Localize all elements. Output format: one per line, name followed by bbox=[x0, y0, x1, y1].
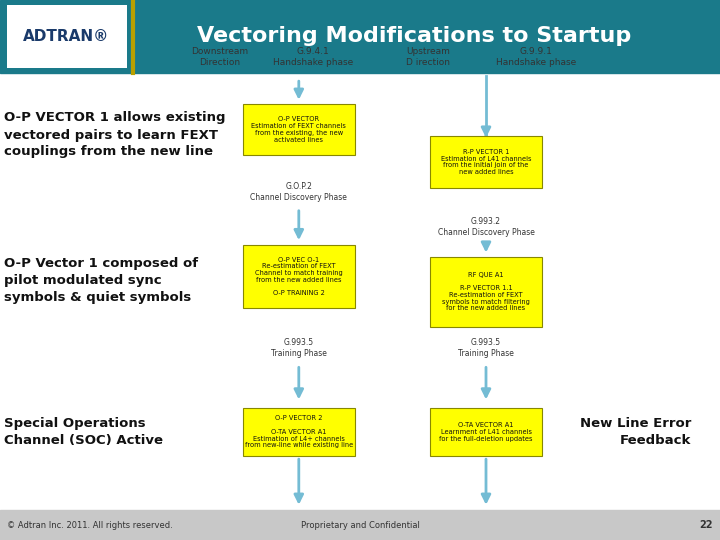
Bar bbox=[0, 0, 720, 73]
Text: O-P VEC O-1
Re-estimation of FEXT
Channel to match training
from the new added l: O-P VEC O-1 Re-estimation of FEXT Channe… bbox=[255, 256, 343, 296]
Text: G.993.5
Training Phase: G.993.5 Training Phase bbox=[458, 338, 514, 359]
Text: ADTRAN®: ADTRAN® bbox=[24, 29, 109, 44]
Text: © Adtran Inc. 2011. All rights reserved.: © Adtran Inc. 2011. All rights reserved. bbox=[7, 521, 173, 530]
FancyBboxPatch shape bbox=[243, 245, 354, 308]
Text: RF QUE A1

R-P VECTOR 1.1
Re-estimation of FEXT
symbols to match filtering
for t: RF QUE A1 R-P VECTOR 1.1 Re-estimation o… bbox=[442, 272, 530, 312]
Text: New Line Error
Feedback: New Line Error Feedback bbox=[580, 417, 691, 447]
Text: O-P VECTOR
Estimation of FEXT channels
from the existing, the new
activated line: O-P VECTOR Estimation of FEXT channels f… bbox=[251, 117, 346, 143]
Text: Upstream
D irection: Upstream D irection bbox=[406, 46, 451, 67]
FancyBboxPatch shape bbox=[431, 137, 542, 188]
Text: G.O.P.2
Channel Discovery Phase: G.O.P.2 Channel Discovery Phase bbox=[251, 181, 347, 202]
FancyBboxPatch shape bbox=[243, 104, 354, 156]
Bar bbox=[0, 73, 720, 510]
Text: Special Operations
Channel (SOC) Active: Special Operations Channel (SOC) Active bbox=[4, 417, 163, 447]
Text: R-P VECTOR 1
Estimation of L41 channels
from the initial join of the
new added l: R-P VECTOR 1 Estimation of L41 channels … bbox=[441, 149, 531, 175]
Text: G.993.5
Training Phase: G.993.5 Training Phase bbox=[271, 338, 327, 359]
Bar bbox=[7, 5, 127, 68]
FancyBboxPatch shape bbox=[243, 408, 354, 456]
Text: Vectoring Modifications to Startup: Vectoring Modifications to Startup bbox=[197, 26, 631, 46]
Text: G.9.4.1
Handshake phase: G.9.4.1 Handshake phase bbox=[273, 46, 354, 67]
FancyBboxPatch shape bbox=[431, 408, 542, 456]
Text: O-P VECTOR 1 allows existing
vectored pairs to learn FEXT
couplings from the new: O-P VECTOR 1 allows existing vectored pa… bbox=[4, 111, 225, 159]
Text: 22: 22 bbox=[699, 520, 713, 530]
Text: O-P VECTOR 2

O-TA VECTOR A1
Estimation of L4+ channels
from new-line while exis: O-P VECTOR 2 O-TA VECTOR A1 Estimation o… bbox=[245, 415, 353, 449]
FancyBboxPatch shape bbox=[431, 256, 542, 327]
Text: Downstream
Direction: Downstream Direction bbox=[191, 46, 248, 67]
Text: O-P Vector 1 composed of
pilot modulated sync
symbols & quiet symbols: O-P Vector 1 composed of pilot modulated… bbox=[4, 257, 198, 305]
Text: G.993.2
Channel Discovery Phase: G.993.2 Channel Discovery Phase bbox=[438, 217, 534, 237]
Bar bbox=[0, 510, 720, 540]
Text: Proprietary and Confidential: Proprietary and Confidential bbox=[300, 521, 420, 530]
Text: O-TA VECTOR A1
Learnment of L41 channels
for the full-deletion updates: O-TA VECTOR A1 Learnment of L41 channels… bbox=[439, 422, 533, 442]
Text: G.9.9.1
Handshake phase: G.9.9.1 Handshake phase bbox=[496, 46, 577, 67]
